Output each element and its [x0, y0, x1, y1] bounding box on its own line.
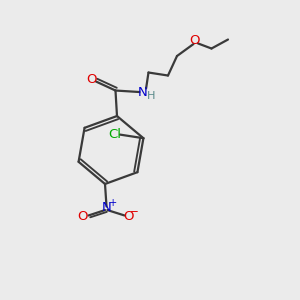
Text: O: O [77, 211, 88, 224]
Text: H: H [147, 91, 155, 101]
Text: −: − [130, 207, 139, 217]
Text: O: O [190, 34, 200, 47]
Text: N: N [102, 202, 112, 214]
Text: +: + [109, 199, 117, 208]
Text: O: O [123, 210, 134, 223]
Text: O: O [86, 73, 97, 85]
Text: N: N [138, 85, 147, 98]
Text: Cl: Cl [108, 128, 121, 140]
